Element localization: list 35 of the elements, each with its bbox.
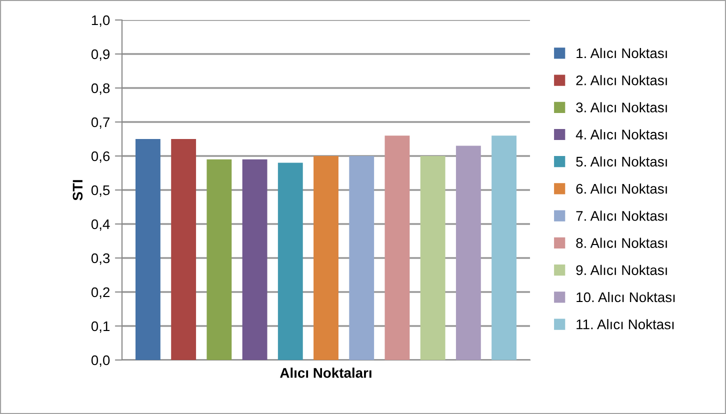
y-tick-label: 0,3: [91, 253, 110, 265]
bar: [278, 162, 303, 360]
bar: [314, 156, 338, 360]
y-tick-label: 0,4: [91, 219, 110, 231]
y-tick-label: 0,0: [91, 355, 110, 367]
bar: [492, 136, 516, 360]
bar: [206, 159, 232, 360]
legend-label: 6. Alıcı Noktası: [576, 184, 667, 194]
bar: [456, 146, 481, 360]
legend-label: 5. Alıcı Noktası: [576, 156, 667, 167]
legend-label: 10. Alıcı Noktası: [576, 292, 675, 302]
legend-label: 11. Alıcı Noktası: [576, 319, 674, 330]
y-tick-label: 0,6: [91, 151, 110, 163]
bar: [136, 139, 160, 360]
legend-label: 4. Alıcı Noktası: [576, 129, 667, 140]
bar: [384, 136, 410, 360]
legend-label: 2. Alıcı Noktası: [576, 75, 667, 86]
legend-label: 3. Alıcı Noktası: [576, 102, 667, 112]
y-tick-label: 0,2: [91, 287, 110, 299]
y-tick-label: 0,5: [91, 185, 110, 197]
bar: [171, 139, 196, 360]
legend-label: 7. Alıcı Noktası: [576, 210, 667, 221]
y-tick-label: 0,1: [91, 321, 110, 333]
x-axis-title: Alıcı Noktaları: [280, 368, 372, 378]
bar: [349, 156, 374, 360]
y-axis-title: STI: [72, 180, 83, 200]
bar: [420, 156, 446, 360]
legend-label: 8. Alıcı Noktası: [576, 238, 667, 248]
y-tick-label: 0,7: [91, 117, 110, 129]
legend-label: 1. Alıcı Noktası: [576, 48, 667, 58]
bar: [242, 159, 268, 360]
y-tick-label: 1,0: [92, 15, 110, 27]
y-tick-label: 0,9: [91, 49, 110, 61]
y-tick-label: 0,8: [91, 83, 110, 95]
legend-label: 9. Alıcı Noktası: [576, 264, 667, 276]
